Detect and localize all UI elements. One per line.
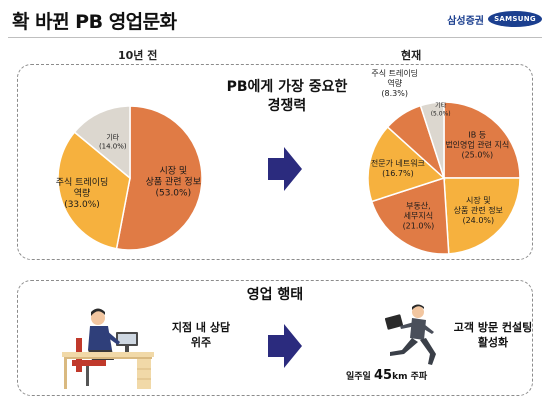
pie-chart-now: IB 등 법인영업 관련 지식 (25.0%) 시장 및 상품 관련 정보 (24.0%)… <box>367 68 521 255</box>
brand: 삼성증권 SAMSUNG <box>447 11 542 27</box>
right-column-label: 현재 <box>401 49 422 62</box>
pie-slice-past-0 <box>115 105 203 251</box>
pie-slice-now-2 <box>370 176 450 255</box>
sales-behavior-title: 영업 행태 <box>246 287 304 303</box>
right-arrow-icon <box>268 324 302 368</box>
pie-slice-past-1 <box>57 131 131 250</box>
samsung-logo: SAMSUNG <box>488 11 542 27</box>
competency-title-line2: 경쟁력 <box>267 98 307 114</box>
header-divider <box>8 37 542 38</box>
pie-slice-now-5 <box>419 101 445 179</box>
running-businessman-illustration <box>384 304 436 365</box>
pie-slice-now-0 <box>443 101 521 179</box>
brand-name: 삼성증권 <box>447 15 484 27</box>
pie-chart-past: 시장 및 상품 관련 정보 (53.0%) 주식 트레이딩 역량 (33.0%) 기타 (14… <box>56 105 203 251</box>
office-worker-illustration <box>62 308 154 389</box>
pie-label-now-5: 기타 (5.0%) <box>431 101 451 117</box>
weekly-distance-number: 45 <box>373 368 393 383</box>
header: 확 바뀐 PB 영업문화 삼성증권 SAMSUNG <box>0 0 550 40</box>
left-column-label: 10년 전 <box>118 49 158 62</box>
page-title: 확 바뀐 PB 영업문화 <box>12 11 177 33</box>
pie-label-now-0: IB 등 법인영업 관련 지식 (25.0%) <box>445 130 509 159</box>
right-arrow-icon <box>268 147 302 191</box>
in-branch-caption-line1: 지점 내 상담 <box>171 321 231 334</box>
client-visit-caption: 고객 방문 컨설팅 활성화 <box>448 320 538 350</box>
pie-label-past-1: 주식 트레이딩 역량 (33.0%) <box>56 177 109 210</box>
weekly-distance-prefix: 일주일 <box>346 372 371 382</box>
client-visit-caption-line2: 활성화 <box>477 336 509 349</box>
pie-label-now-3: 전문가 네트워크 (16.7%) <box>371 158 425 178</box>
pie-slice-past-2 <box>73 105 131 180</box>
pie-label-past-2: 기타 (14.0%) <box>99 132 127 150</box>
sales-behavior-panel <box>17 280 533 396</box>
client-visit-caption-line1: 고객 방문 컨설팅 <box>453 321 533 334</box>
pie-slice-now-1 <box>443 177 521 255</box>
weekly-distance-note: 일주일 45km 주파 <box>346 368 427 383</box>
pie-label-now-2: 부동산, 세무지식 (21.0%) <box>403 200 435 230</box>
competency-panel <box>17 64 533 260</box>
weekly-distance-suffix: km 주파 <box>392 372 428 382</box>
pie-label-now-1: 시장 및 상품 관련 정보 (24.0%) <box>454 195 503 225</box>
pie-label-past-0: 시장 및 상품 관련 정보 (53.0%) <box>146 165 201 199</box>
competency-title-line1: PB에게 가장 중요한 <box>226 79 348 95</box>
in-branch-caption-line2: 위주 <box>190 336 212 349</box>
in-branch-caption: 지점 내 상담 위주 <box>158 320 244 350</box>
competency-title: PB에게 가장 중요한 경쟁력 <box>213 78 361 116</box>
pie-slice-now-3 <box>367 125 446 203</box>
pie-label-now-4: 주식 트레이딩 역량 (8.3%) <box>371 68 418 98</box>
